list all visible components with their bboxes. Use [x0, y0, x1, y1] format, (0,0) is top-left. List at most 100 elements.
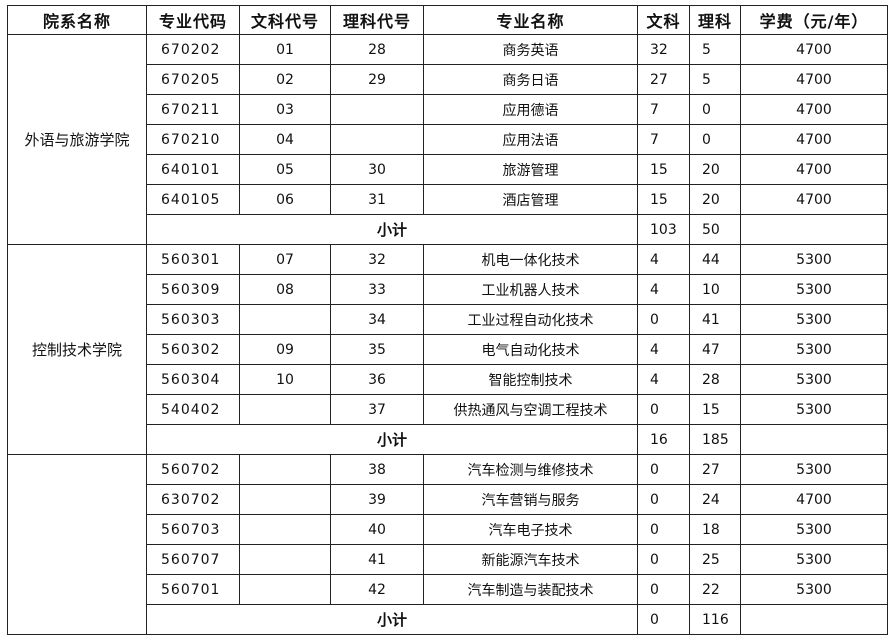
science-number: 31 [330, 184, 424, 215]
arts-count: 7 [637, 124, 690, 155]
science-number: 33 [330, 274, 424, 305]
tuition-fee: 5300 [740, 544, 888, 575]
major-code: 640105 [146, 184, 240, 215]
enrollment-table: 院系名称 专业代码 文科代号 理科代号 专业名称 文科 理科 学费（元/年） 外… [7, 5, 888, 635]
subtotal-arts: 103 [637, 214, 690, 245]
science-number [330, 94, 424, 125]
major-code: 560701 [146, 574, 240, 605]
arts-count: 0 [637, 394, 690, 425]
subtotal-fee-empty [740, 214, 888, 245]
science-count: 25 [689, 544, 741, 575]
major-code: 560303 [146, 304, 240, 335]
science-count: 15 [689, 394, 741, 425]
science-number: 36 [330, 364, 424, 395]
major-code: 560301 [146, 244, 240, 275]
major-name: 智能控制技术 [423, 364, 638, 395]
subtotal-row: 小计 103 50 [8, 214, 888, 245]
arts-count: 15 [637, 184, 690, 215]
header-major-name: 专业名称 [423, 5, 638, 35]
table-row: 560707 41 新能源汽车技术 0 25 5300 [8, 544, 888, 575]
science-number: 35 [330, 334, 424, 365]
tuition-fee: 4700 [740, 124, 888, 155]
arts-count: 7 [637, 94, 690, 125]
arts-count: 4 [637, 334, 690, 365]
header-major-code: 专业代码 [146, 5, 240, 35]
science-number: 38 [330, 454, 424, 485]
arts-count: 15 [637, 154, 690, 185]
arts-count: 0 [637, 514, 690, 545]
table-row: 640101 05 30 旅游管理 15 20 4700 [8, 154, 888, 185]
arts-number [239, 544, 331, 575]
arts-count: 0 [637, 454, 690, 485]
major-name: 供热通风与空调工程技术 [423, 394, 638, 425]
science-count: 28 [689, 364, 741, 395]
tuition-fee: 5300 [740, 244, 888, 275]
major-code: 560302 [146, 334, 240, 365]
arts-number: 02 [239, 64, 331, 95]
subtotal-fee-empty [740, 424, 888, 455]
table-row: 外语与旅游学院 670202 01 28 商务英语 32 5 4700 [7, 34, 888, 245]
header-arts: 文科 [637, 5, 690, 35]
science-number: 40 [330, 514, 424, 545]
major-code: 630702 [146, 484, 240, 515]
arts-count: 27 [637, 64, 690, 95]
arts-count: 4 [637, 364, 690, 395]
science-number: 30 [330, 154, 424, 185]
major-name: 电气自动化技术 [423, 334, 638, 365]
major-code: 670211 [146, 94, 240, 125]
science-count: 5 [689, 34, 741, 65]
arts-number: 06 [239, 184, 331, 215]
science-count: 22 [689, 574, 741, 605]
subtotal-row: 小计 16 185 [8, 424, 888, 455]
science-number: 37 [330, 394, 424, 425]
major-code: 560304 [146, 364, 240, 395]
major-code: 670205 [146, 64, 240, 95]
header-fee: 学费（元/年） [740, 5, 888, 35]
arts-number: 10 [239, 364, 331, 395]
subtotal-arts: 16 [637, 424, 690, 455]
table-row: 560303 34 工业过程自动化技术 0 41 5300 [8, 304, 888, 335]
major-code: 560703 [146, 514, 240, 545]
tuition-fee: 4700 [740, 94, 888, 125]
major-code: 670210 [146, 124, 240, 155]
table-row: 540402 37 供热通风与空调工程技术 0 15 5300 [8, 394, 888, 425]
arts-count: 0 [637, 304, 690, 335]
tuition-fee: 4700 [740, 34, 888, 65]
department-name [7, 454, 147, 635]
science-count: 0 [689, 124, 741, 155]
major-name: 汽车检测与维修技术 [423, 454, 638, 485]
arts-number: 01 [239, 34, 331, 65]
science-count: 24 [689, 484, 741, 515]
major-name: 酒店管理 [423, 184, 638, 215]
arts-count: 32 [637, 34, 690, 65]
subtotal-label: 小计 [146, 214, 638, 245]
arts-number [239, 304, 331, 335]
table-row: 560304 10 36 智能控制技术 4 28 5300 [8, 364, 888, 395]
science-number: 41 [330, 544, 424, 575]
tuition-fee: 4700 [740, 64, 888, 95]
subtotal-label: 小计 [146, 424, 638, 455]
science-count: 41 [689, 304, 741, 335]
arts-number: 04 [239, 124, 331, 155]
arts-number [239, 454, 331, 485]
table-row: 670205 02 29 商务日语 27 5 4700 [8, 64, 888, 95]
table-row: 670211 03 应用德语 7 0 4700 [8, 94, 888, 125]
arts-number: 07 [239, 244, 331, 275]
tuition-fee: 5300 [740, 454, 888, 485]
science-number: 28 [330, 34, 424, 65]
science-number: 39 [330, 484, 424, 515]
table-row: 560309 08 33 工业机器人技术 4 10 5300 [8, 274, 888, 305]
major-code: 560707 [146, 544, 240, 575]
tuition-fee: 4700 [740, 484, 888, 515]
science-number: 32 [330, 244, 424, 275]
major-name: 新能源汽车技术 [423, 544, 638, 575]
subtotal-science: 116 [689, 604, 741, 635]
arts-count: 4 [637, 244, 690, 275]
science-count: 27 [689, 454, 741, 485]
header-arts-number: 文科代号 [239, 5, 331, 35]
major-name: 工业过程自动化技术 [423, 304, 638, 335]
arts-number [239, 394, 331, 425]
subtotal-arts: 0 [637, 604, 690, 635]
arts-number [239, 514, 331, 545]
table-row: 630702 39 汽车营销与服务 0 24 4700 [8, 484, 888, 515]
